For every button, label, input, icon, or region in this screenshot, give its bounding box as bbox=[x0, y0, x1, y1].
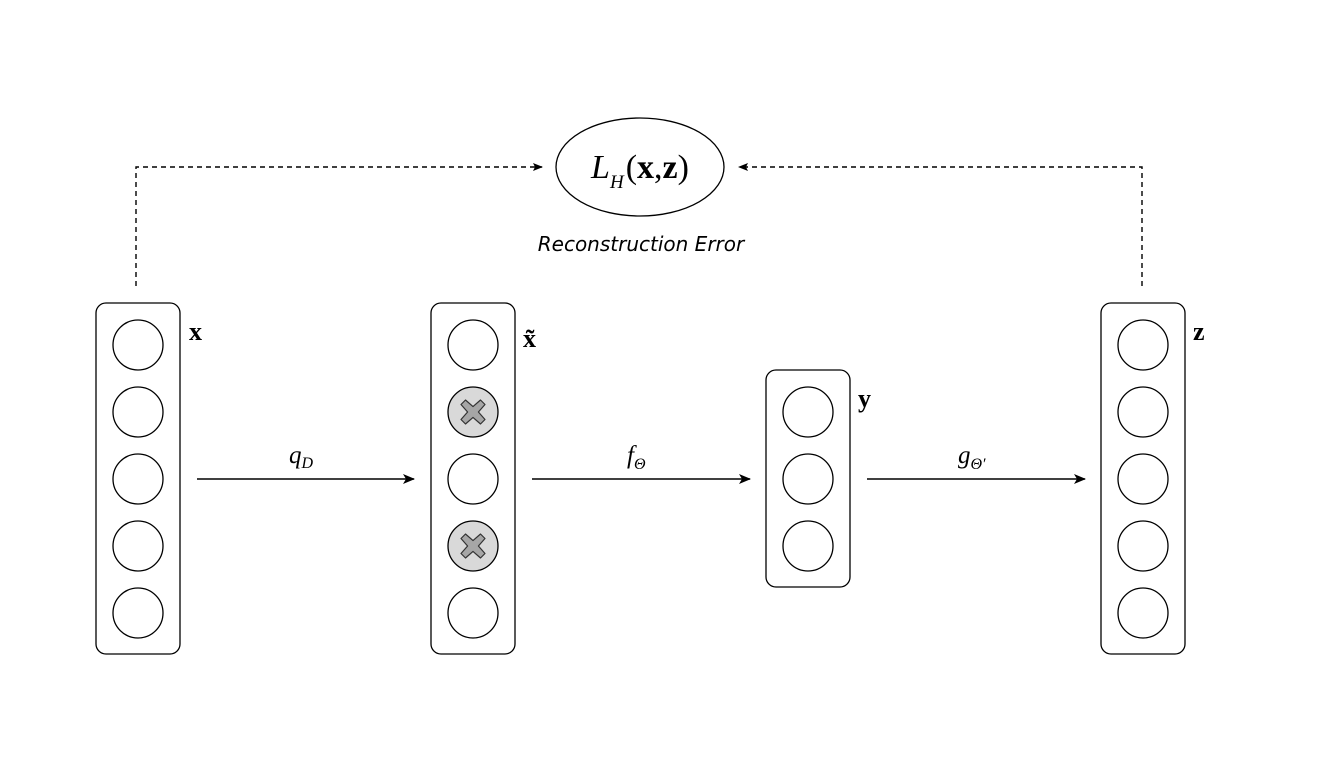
x-cross-icon bbox=[460, 533, 486, 559]
x-cross-icon bbox=[460, 399, 486, 425]
edge-qd-subscript: D bbox=[301, 455, 314, 472]
layer-y: y bbox=[765, 369, 871, 588]
reconstruction-loss: LH(x,z) Reconstruction Error bbox=[538, 117, 746, 256]
edge-f-subscript: Θ bbox=[634, 456, 646, 473]
unit bbox=[112, 587, 164, 639]
edge-g-symbol: g bbox=[958, 442, 971, 469]
layer-y-label: y bbox=[858, 384, 871, 413]
unit bbox=[447, 453, 499, 505]
loss-close-paren: ) bbox=[678, 149, 689, 186]
unit bbox=[112, 453, 164, 505]
feedback-arrow-x bbox=[135, 163, 543, 286]
unit bbox=[782, 520, 834, 572]
unit bbox=[1117, 453, 1169, 505]
unit bbox=[447, 587, 499, 639]
layer-z-label: z bbox=[1193, 317, 1205, 346]
loss-subscript: H bbox=[609, 172, 625, 193]
layer-x: x bbox=[95, 302, 202, 655]
edge-label-g: gΘ′ bbox=[958, 442, 986, 473]
layer-x-label: x bbox=[189, 317, 202, 346]
edge-label-f: fΘ bbox=[627, 442, 646, 473]
feedback-arrow-z bbox=[738, 163, 1143, 286]
loss-formula: LH(x,z) bbox=[590, 149, 689, 193]
edge-f-symbol: f bbox=[627, 442, 637, 469]
unit bbox=[1117, 386, 1169, 438]
loss-arg-z: z bbox=[663, 149, 678, 186]
loss-arg-x: x bbox=[637, 149, 654, 186]
loss-symbol: L bbox=[590, 149, 610, 186]
unit bbox=[782, 453, 834, 505]
layer-x-tilde-label: x̃ bbox=[523, 324, 536, 353]
edges: qD fΘ gΘ′ bbox=[197, 442, 1086, 484]
loss-ellipse bbox=[555, 117, 725, 217]
unit bbox=[112, 319, 164, 371]
loss-open-paren: ( bbox=[626, 149, 637, 186]
unit bbox=[1117, 319, 1169, 371]
unit bbox=[782, 386, 834, 438]
layer-x-tilde: x̃ bbox=[430, 302, 536, 655]
feedback-arrows bbox=[135, 163, 1143, 286]
unit bbox=[112, 386, 164, 438]
unit bbox=[447, 319, 499, 371]
layer-z: z bbox=[1100, 302, 1205, 655]
loss-comma: , bbox=[654, 149, 663, 186]
edge-label-qd: qD bbox=[289, 442, 314, 472]
reconstruction-error-caption: Reconstruction Error bbox=[538, 232, 746, 256]
unit bbox=[1117, 520, 1169, 572]
edge-qd-symbol: q bbox=[289, 442, 302, 469]
unit bbox=[112, 520, 164, 572]
unit bbox=[1117, 587, 1169, 639]
layers: x x̃ y z bbox=[95, 302, 1205, 655]
edge-g-subscript: Θ′ bbox=[971, 456, 987, 473]
